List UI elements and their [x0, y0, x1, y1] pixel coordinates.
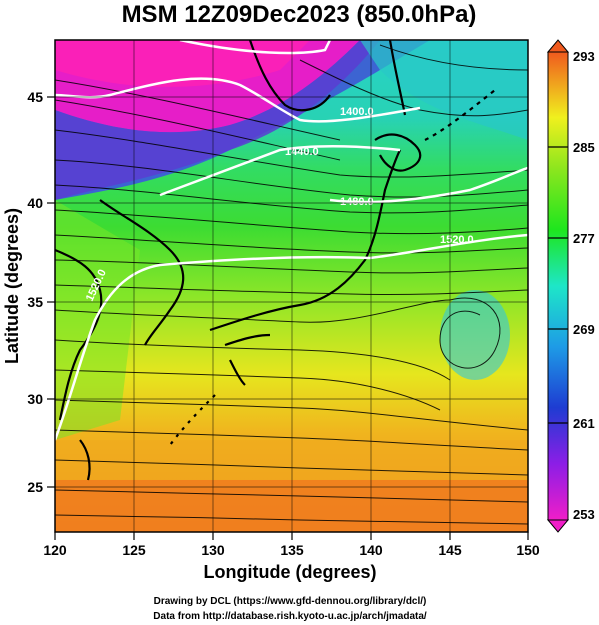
contour-label: 1440.0	[285, 146, 319, 158]
colorbar-bottom-arrow	[546, 519, 570, 533]
x-tick-label: 145	[438, 542, 462, 558]
colorbar-gradient	[547, 51, 569, 521]
tick-marks	[47, 96, 529, 540]
contour-1400	[55, 77, 421, 123]
contour-label: 1520.0	[440, 234, 474, 246]
y-tick-label: 40	[27, 195, 43, 211]
colorbar-top-arrow	[546, 39, 570, 53]
y-axis-title: Latitude (degrees)	[2, 208, 22, 364]
x-tick-label: 130	[201, 542, 225, 558]
credit-drawing: Drawing by DCL (https://www.gfd-dennou.o…	[154, 596, 427, 607]
wind-streamlines	[55, 44, 528, 525]
x-tick-label: 140	[359, 542, 383, 558]
x-tick-label: 150	[516, 542, 540, 558]
geopotential-contours	[55, 40, 528, 441]
x-tick-label: 135	[280, 542, 304, 558]
contour-1480	[329, 166, 528, 204]
colorbar-tick-label: 277	[573, 231, 595, 246]
temperature-field	[55, 40, 528, 532]
x-tick-label: 120	[43, 542, 67, 558]
x-axis-title: Longitude (degrees)	[203, 562, 376, 582]
colorbar-tick-label: 285	[573, 140, 595, 155]
colorbar-tick-label: 253	[573, 507, 595, 522]
colorbar	[546, 39, 570, 533]
contour-1360	[179, 40, 332, 55]
y-tick-label: 45	[27, 89, 43, 105]
y-tick-label: 25	[27, 479, 43, 495]
chart-title: MSM 12Z09Dec2023 (850.0hPa)	[122, 1, 477, 28]
credit-data-source: Data from http://database.rish.kyoto-u.a…	[153, 611, 427, 622]
colorbar-tick-label: 261	[573, 416, 595, 431]
x-tick-label: 125	[122, 542, 146, 558]
contour-1440	[159, 145, 401, 197]
contour-label: 1400.0	[340, 106, 374, 118]
y-tick-label: 35	[27, 294, 43, 310]
colorbar-tick-label: 269	[573, 322, 595, 337]
colorbar-tick-label: 293	[573, 49, 595, 64]
contour-1520	[55, 233, 528, 441]
y-tick-label: 30	[27, 391, 43, 407]
contour-label: 1480.0	[340, 196, 374, 208]
grid-lines	[55, 40, 528, 532]
coastlines	[55, 40, 496, 481]
